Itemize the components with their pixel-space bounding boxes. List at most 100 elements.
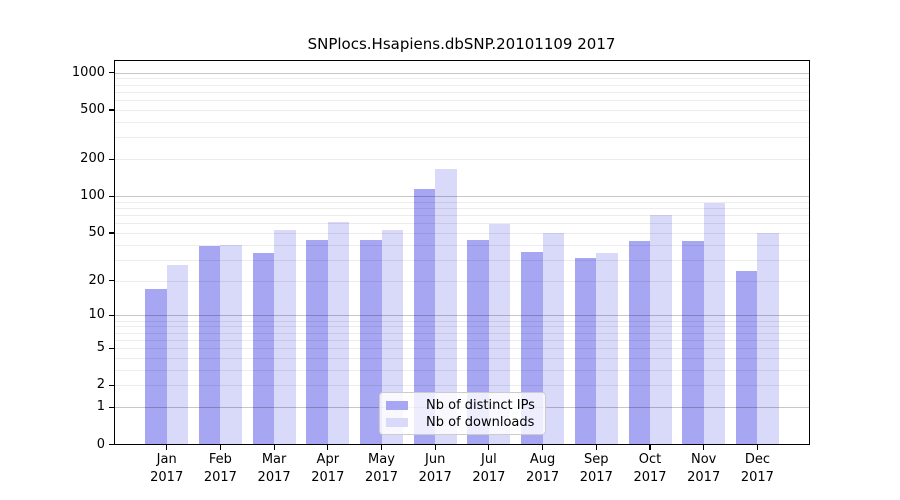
legend-label-downloads: Nb of downloads — [426, 415, 535, 430]
year-label: 2017 — [579, 469, 613, 485]
gridline-major — [114, 72, 810, 74]
y-tick-label: 0 — [96, 436, 105, 452]
y-tick-mark — [109, 195, 114, 197]
y-tick-label: 2 — [96, 377, 105, 393]
bar-ips-apr — [306, 239, 328, 445]
gridline-minor — [114, 100, 810, 102]
y-tick-mark — [109, 384, 114, 387]
y-tick-label: 100 — [80, 188, 105, 204]
x-tick-label-dec: Dec 2017 — [730, 451, 784, 486]
legend-item-downloads: Nb of downloads — [386, 415, 539, 431]
gridline-minor — [114, 159, 810, 161]
y-tick-mark — [109, 158, 114, 160]
month-label: Aug — [529, 452, 556, 467]
bar-downloads-apr — [327, 221, 350, 445]
x-tick-label-apr: Apr 2017 — [301, 451, 355, 486]
y-tick-label: 1000 — [71, 64, 105, 80]
month-label: Nov — [691, 452, 717, 467]
bar-ips-jun — [413, 188, 436, 445]
x-tick-mark — [703, 445, 705, 450]
x-tick-mark — [595, 445, 597, 450]
y-tick-mark — [109, 347, 114, 349]
month-label: Jun — [425, 452, 446, 467]
x-tick-label-jul: Jul 2017 — [462, 451, 516, 486]
bar-downloads-mar — [274, 229, 296, 445]
month-label: Sep — [584, 452, 609, 467]
gridline-major — [114, 196, 810, 198]
bar-downloads-oct — [650, 215, 672, 445]
gridline-minor — [114, 78, 810, 80]
bar-ips-mar — [252, 253, 275, 445]
year-label: 2017 — [633, 469, 667, 485]
y-tick-mark — [109, 406, 114, 408]
x-tick-mark — [756, 445, 758, 450]
gridline-minor — [114, 339, 810, 341]
y-tick-label: 200 — [80, 151, 105, 167]
year-label: 2017 — [418, 469, 452, 485]
y-tick-label: 5 — [96, 340, 105, 356]
gridline-minor — [114, 201, 810, 203]
y-tick-label: 10 — [88, 307, 105, 323]
month-label: Jul — [481, 452, 497, 467]
y-tick-mark — [109, 314, 114, 317]
plot-frame — [113, 59, 810, 445]
month-label: Jan — [156, 452, 177, 467]
month-label: Oct — [638, 452, 662, 467]
bar-ips-dec — [735, 271, 758, 445]
bar-ips-jan — [145, 288, 167, 445]
x-tick-label-oct: Oct 2017 — [623, 451, 677, 486]
x-tick-label-mar: Mar 2017 — [247, 451, 301, 486]
x-tick-label-may: May 2017 — [355, 451, 409, 486]
y-tick-mark — [109, 109, 114, 111]
x-tick-mark — [434, 445, 436, 450]
year-label: 2017 — [150, 469, 184, 485]
gridline-minor — [114, 259, 810, 261]
gridline-minor — [114, 137, 810, 139]
gridline-minor — [114, 208, 810, 209]
bar-downloads-may — [381, 229, 403, 445]
year-label: 2017 — [740, 469, 774, 485]
chart-title: SNPlocs.Hsapiens.dbSNP.20101109 2017 — [307, 35, 616, 53]
bar-downloads-jul — [488, 224, 511, 445]
gridline-minor — [114, 91, 810, 93]
y-tick-label: 20 — [88, 272, 105, 288]
bar-downloads-nov — [703, 202, 726, 445]
month-label: Feb — [208, 452, 232, 467]
x-tick-label-aug: Aug 2017 — [516, 451, 570, 486]
x-tick-label-jun: Jun 2017 — [408, 451, 462, 486]
x-tick-mark — [488, 445, 490, 450]
legend-item-distinct-ips: Nb of distinct IPs — [386, 398, 539, 414]
y-tick-mark — [109, 280, 114, 282]
y-tick-label: 50 — [88, 224, 105, 240]
y-tick-label: 1 — [96, 399, 105, 415]
bar-ips-feb — [198, 245, 221, 445]
month-label: Apr — [316, 452, 340, 467]
x-tick-label-feb: Feb 2017 — [193, 451, 247, 486]
bar-ips-may — [360, 239, 382, 445]
legend-swatch-downloads — [386, 418, 408, 427]
y-tick-mark — [109, 72, 114, 74]
bar-downloads-dec — [757, 232, 779, 445]
bar-downloads-feb — [220, 244, 242, 445]
bar-ips-nov — [682, 240, 704, 445]
year-label: 2017 — [526, 469, 560, 485]
year-label: 2017 — [257, 469, 291, 485]
gridline-minor — [114, 326, 810, 328]
gridline-minor — [114, 320, 810, 322]
month-label: May — [368, 452, 395, 467]
gridline-minor — [114, 357, 810, 359]
x-tick-mark — [649, 445, 651, 450]
x-tick-mark — [273, 445, 275, 450]
gridline-minor — [114, 280, 810, 282]
gridline-minor — [114, 385, 810, 387]
month-label: Mar — [261, 452, 287, 467]
bar-ips-sep — [574, 257, 597, 445]
gridline-minor — [114, 244, 810, 246]
year-label: 2017 — [687, 469, 721, 485]
year-label: 2017 — [311, 469, 345, 485]
bar-downloads-jun — [435, 169, 457, 445]
